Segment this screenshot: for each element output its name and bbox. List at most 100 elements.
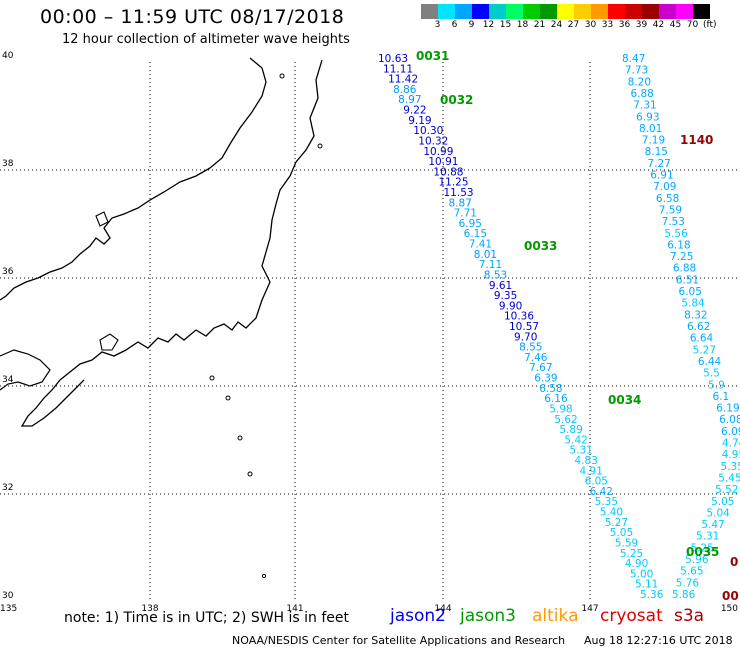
latitude-label: 36 [2, 267, 14, 277]
wave-height-value: 6.58 [539, 383, 562, 395]
small-island [261, 573, 267, 579]
wave-height-value: 8.97 [398, 94, 421, 106]
small-island [317, 143, 323, 149]
wave-height-value: 6.88 [630, 88, 653, 100]
wave-height-value: 8.53 [484, 269, 507, 281]
color-scale-label: 6 [451, 20, 458, 30]
wave-height-value: 6.09 [721, 426, 740, 438]
latitude-label: 38 [2, 159, 14, 169]
wave-height-value: 5.84 [681, 298, 705, 310]
wave-height-value: 10.63 [378, 53, 408, 65]
wave-height-value: 6.95 [459, 218, 482, 230]
wave-height-value: 5.5 [703, 368, 720, 380]
wave-height-value: 6.05 [679, 286, 702, 298]
color-scale-swatch [642, 4, 659, 19]
color-scale-label: 9 [468, 20, 475, 30]
longitude-label: 138 [141, 604, 158, 614]
wave-height-value: 5.11 [635, 579, 658, 591]
japan-coastline [0, 57, 267, 301]
color-scale-unit: (ft) [703, 20, 717, 30]
latitude-label: 34 [2, 375, 14, 385]
pass-id-label: 0033 [524, 239, 557, 253]
wave-height-value: 9.90 [499, 300, 522, 312]
shikoku-coastline [0, 349, 51, 391]
color-scale-label: 27 [567, 20, 580, 30]
wave-track-2: 8.477.738.206.887.316.938.017.198.157.27… [622, 53, 740, 601]
small-island [209, 375, 215, 381]
longitude-label: 144 [434, 604, 451, 614]
wave-height-value: 8.86 [393, 84, 417, 96]
color-scale-swatch [421, 4, 438, 19]
wave-height-value: 10.91 [428, 156, 458, 168]
small-island [225, 395, 231, 401]
color-scale-swatch [557, 4, 574, 19]
wave-height-value: 11.25 [438, 177, 468, 189]
small-island [279, 73, 285, 79]
color-scale-swatch [455, 4, 472, 19]
wave-height-value: 5.40 [600, 507, 623, 519]
wave-height-value: 5.56 [664, 228, 688, 240]
wave-height-value: 7.19 [642, 135, 665, 147]
pass-id-label: 1140 [680, 133, 713, 147]
lat-lon-grid: 40 38 36 34 32 30 135 138 141 144 147 150 [0, 51, 740, 614]
wave-height-value: 5.25 [620, 548, 643, 560]
color-scale-swatch [608, 4, 625, 19]
wave-height-value: 6.51 [676, 274, 699, 286]
wave-height-value: 10.99 [423, 146, 453, 158]
pass-id-label: 0035 [686, 545, 719, 559]
wave-height-value: 7.73 [625, 65, 648, 77]
wave-height-value: 5.35 [595, 496, 618, 508]
pass-id-label: 0031 [416, 49, 449, 63]
color-scale-label: 12 [482, 20, 495, 30]
satellite-legend-altika: altika [532, 606, 579, 626]
pass-id-label: 0034 [608, 393, 641, 407]
latitude-label: 30 [2, 591, 14, 601]
credit-line: NOAA/NESDIS Center for Satellite Applica… [232, 634, 566, 647]
wave-height-value: 5.86 [672, 589, 696, 601]
wave-height-value: 10.88 [433, 166, 463, 178]
satellite-legend-s3a: s3a [674, 606, 705, 626]
wave-height-value: 4.91 [580, 465, 603, 477]
wave-height-value: 5.42 [564, 434, 587, 446]
wave-height-value: 6.91 [650, 170, 673, 182]
wave-height-value: 5.27 [605, 517, 628, 529]
wave-height-value: 10.32 [418, 135, 448, 147]
wave-height-value: 6.62 [687, 321, 710, 333]
wave-height-value: 6.93 [636, 111, 659, 123]
island-outline [99, 333, 119, 351]
wave-height-value: 7.09 [653, 181, 676, 193]
color-scale-label: 42 [652, 20, 665, 30]
wave-height-value: 6.15 [464, 228, 487, 240]
longitude-label: 141 [286, 604, 303, 614]
wave-height-value: 11.53 [444, 187, 474, 199]
wave-height-value: 6.42 [590, 486, 613, 498]
wave-height-value: 9.35 [494, 290, 517, 302]
map-title: 00:00 – 11:59 UTC 08/17/2018 [40, 6, 345, 28]
wave-height-value: 7.41 [469, 239, 492, 251]
pass-id-label: 0 [730, 555, 738, 569]
wave-track-1: 10.6311.1111.428.868.979.229.1910.3010.3… [378, 53, 664, 601]
wave-height-value: 5.62 [554, 414, 577, 426]
sado-island [95, 211, 109, 227]
longitude-label: 135 [0, 604, 17, 614]
color-scale-label: 21 [533, 20, 546, 30]
color-scale-swatch [506, 4, 523, 19]
latitude-label: 40 [2, 51, 14, 61]
wave-height-value: 6.44 [698, 356, 722, 368]
wave-height-value: 5.36 [640, 589, 664, 601]
small-island [237, 435, 243, 441]
wave-height-value: 7.46 [524, 352, 548, 364]
wave-height-value: 6.05 [585, 476, 608, 488]
color-scale-label: 30 [584, 20, 597, 30]
satellite-legend-jason2: jason2 [390, 606, 446, 626]
wave-height-value: 4.74 [722, 438, 740, 450]
wave-height-value: 9.61 [489, 280, 512, 292]
wave-height-value: 6.64 [690, 333, 714, 345]
wave-height-value: 11.42 [388, 74, 418, 86]
wave-height-value: 8.20 [628, 76, 651, 88]
wave-height-value: 6.88 [673, 263, 696, 275]
color-scale-swatch [676, 4, 693, 19]
wave-height-value: 5.00 [630, 568, 653, 580]
wave-height-value: 7.67 [529, 362, 552, 374]
